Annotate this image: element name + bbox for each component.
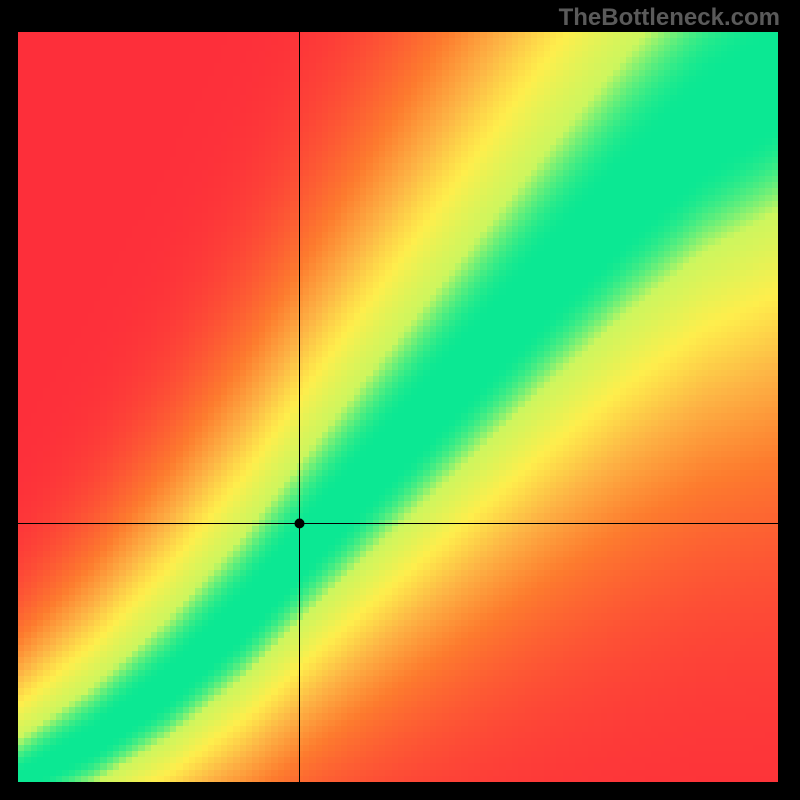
stage: TheBottleneck.com [0, 0, 800, 800]
watermark-text: TheBottleneck.com [559, 4, 780, 32]
bottleneck-heatmap [18, 32, 778, 782]
